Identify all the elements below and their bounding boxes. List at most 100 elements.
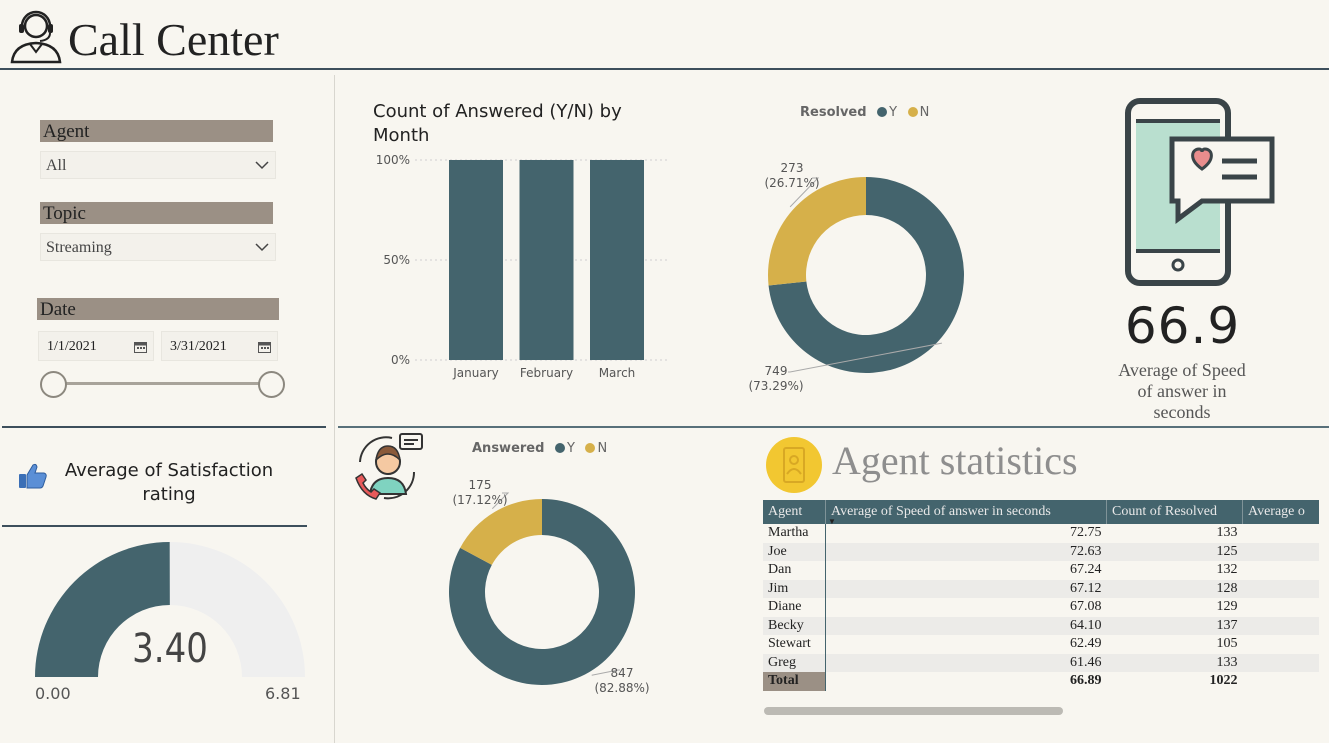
speed-cell: 72.75 — [1070, 525, 1102, 541]
agent-stats-table: Agent Average of Speed of answer in seco… — [763, 500, 1319, 691]
legend-label-n: N — [597, 441, 608, 456]
average-cell — [1242, 616, 1319, 635]
table-row[interactable]: Martha 72.75 133 — [763, 524, 1319, 543]
column-header-speed-label: Average of Speed of answer in seconds — [831, 504, 1051, 519]
donut-slice-n[interactable] — [768, 177, 866, 286]
date-slider-start-handle[interactable] — [40, 371, 67, 398]
satisfaction-title: Average of Satisfaction rating — [64, 460, 274, 505]
date-slider-end-handle[interactable] — [258, 371, 285, 398]
agent-cell: Jim — [763, 579, 826, 598]
donut-slice-n[interactable] — [460, 499, 542, 565]
speed-cell: 67.12 — [825, 579, 1107, 598]
average-cell — [1243, 524, 1320, 543]
phone-heart-message-icon — [1125, 98, 1275, 286]
average-cell — [1242, 653, 1319, 672]
resolved-cell: 125 — [1106, 542, 1243, 561]
date-slicer-header: Date — [37, 298, 279, 320]
end-date-input[interactable]: 3/31/2021 — [161, 331, 278, 361]
bar[interactable] — [449, 160, 503, 360]
table-row[interactable]: Jim 67.12 128 — [763, 579, 1319, 598]
average-cell — [1243, 635, 1320, 654]
data-label-value: 847 — [611, 666, 634, 680]
agent-cell: Total — [763, 672, 826, 691]
answered-legend: Answered Y N — [472, 441, 607, 456]
table-row[interactable]: Dan 67.24 132 — [763, 561, 1319, 580]
speed-cell: 62.49 — [1070, 636, 1102, 652]
table-row[interactable]: Becky 64.10 137 — [763, 616, 1319, 635]
table-total-row[interactable]: Total 66.89 1022 — [763, 672, 1319, 691]
resolved-cell: 105 — [1216, 636, 1238, 652]
topic-dropdown-value: Streaming — [46, 239, 112, 256]
table-row[interactable]: Stewart 62.49 105 — [763, 635, 1319, 654]
speed-kpi-value: 66.9 — [1124, 297, 1241, 355]
speed-kpi-caption: Average of Speed of answer in seconds — [1102, 360, 1262, 423]
agent-dropdown[interactable]: All — [40, 151, 276, 179]
answered-legend-title: Answered — [472, 441, 545, 456]
gauge-fill — [35, 542, 170, 677]
legend-dot-y — [877, 107, 888, 117]
date-range-slider[interactable] — [40, 370, 286, 398]
answered-by-month-bar-chart: 0% 50% 100% January February March — [376, 153, 670, 380]
speed-cell: 66.89 — [1070, 673, 1102, 689]
leader-line — [788, 342, 942, 373]
data-label-percent: (82.88%) — [594, 681, 649, 695]
agent-cell: Martha — [763, 524, 826, 543]
column-header-agent[interactable]: Agent — [763, 500, 826, 524]
table-horizontal-scrollbar[interactable] — [764, 707, 1063, 715]
resolved-cell: 133 — [1106, 653, 1243, 672]
leader-line — [591, 669, 620, 676]
table-row[interactable]: Diane 67.08 129 — [763, 598, 1319, 617]
calendar-icon — [134, 342, 147, 353]
table-row[interactable]: Joe 72.63 125 — [763, 542, 1319, 561]
bar[interactable] — [519, 160, 574, 360]
satisfaction-divider — [2, 525, 307, 527]
agent-dropdown-value: All — [46, 157, 67, 174]
speed-kpi-caption-line: Average of Speed — [1118, 360, 1246, 380]
agent-cell: Dan — [763, 561, 826, 580]
agent-cell: Greg — [763, 653, 826, 672]
sort-desc-icon: ▼ — [828, 517, 836, 526]
average-cell — [1243, 598, 1320, 617]
donut-slice-y[interactable] — [449, 499, 635, 685]
start-date-input[interactable]: 1/1/2021 — [38, 331, 154, 361]
speed-kpi-caption-line: seconds — [1153, 402, 1211, 422]
thumbs-up-icon — [19, 463, 47, 489]
topic-slicer-header: Topic — [40, 202, 273, 224]
agent-badge-icon — [766, 437, 822, 493]
legend-dot-n — [907, 107, 918, 117]
table-header-row: Agent Average of Speed of answer in seco… — [763, 500, 1319, 526]
header-divider — [0, 68, 1329, 70]
gauge-max-label: 6.81 — [265, 684, 301, 703]
data-label-value: 175 — [469, 478, 492, 492]
speed-kpi-caption-line: of answer in — [1137, 381, 1227, 401]
column-header-speed[interactable]: Average of Speed of answer in seconds ▼ — [825, 500, 1107, 526]
resolved-legend-title: Resolved — [800, 105, 867, 120]
resolved-donut-chart: 749(73.29%) 273(26.71%) — [748, 161, 964, 393]
table-row[interactable]: Greg 61.46 133 — [763, 653, 1319, 672]
leader-line — [789, 177, 820, 208]
x-tick-label: January — [452, 366, 499, 380]
support-agent-icon — [355, 433, 423, 500]
data-label-percent: (17.12%) — [452, 493, 507, 507]
calendar-icon — [258, 342, 271, 353]
resolved-cell: 133 — [1216, 525, 1238, 541]
average-cell — [1243, 672, 1320, 691]
data-label-percent: (73.29%) — [748, 379, 803, 393]
legend-label-n: N — [919, 105, 930, 120]
column-header-resolved[interactable]: Count of Resolved — [1106, 500, 1243, 524]
data-label-value: 749 — [765, 364, 788, 378]
data-label-value: 273 — [781, 161, 804, 175]
agent-cell: Stewart — [763, 635, 826, 654]
bar[interactable] — [590, 160, 644, 360]
y-tick-label: 50% — [383, 253, 410, 267]
donut-slice-y[interactable] — [768, 177, 964, 373]
gauge-value: 3.40 — [132, 626, 208, 672]
topic-dropdown[interactable]: Streaming — [40, 233, 276, 261]
panel-divider — [334, 75, 335, 743]
start-date-value: 1/1/2021 — [47, 339, 97, 354]
agent-cell: Joe — [763, 542, 826, 561]
column-header-average[interactable]: Average o — [1242, 500, 1319, 524]
chevron-down-icon — [255, 161, 269, 170]
agent-stats-table-wrapper[interactable]: Agent Average of Speed of answer in seco… — [763, 500, 1319, 702]
speed-cell: 67.08 — [1070, 599, 1102, 615]
